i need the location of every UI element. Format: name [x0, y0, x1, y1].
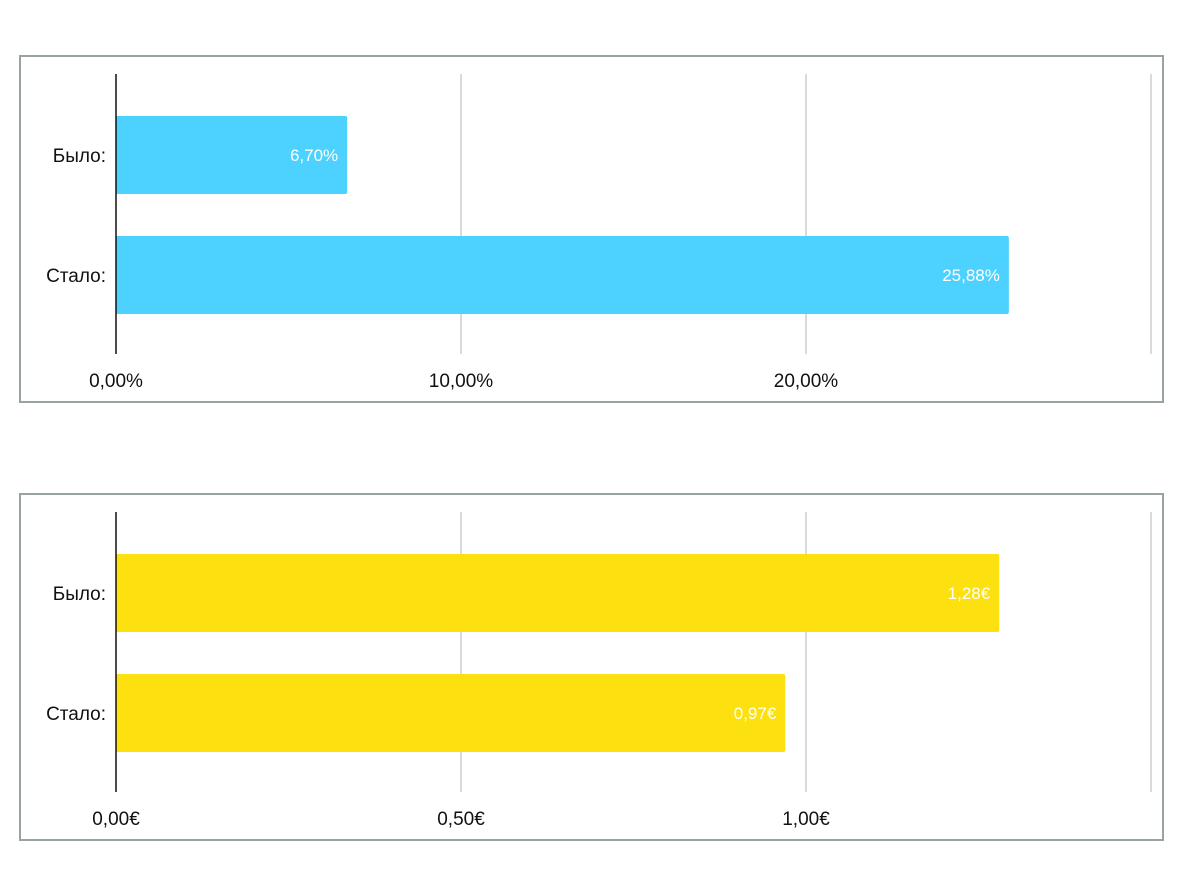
- percentage-chart-panel: 6,70% Было: 25,88% Стало: 0,00% 10,00% 20,00%: [19, 55, 1164, 403]
- x-tick-label: 0,50€: [437, 809, 485, 830]
- x-tick-label: 20,00%: [774, 371, 839, 392]
- bar-before: [116, 554, 1000, 632]
- bar-value-label: 6,70%: [290, 146, 338, 165]
- bar-after: [116, 674, 786, 752]
- category-label: Было:: [53, 584, 106, 605]
- category-label: Стало:: [46, 704, 106, 725]
- x-tick-label: 0,00€: [92, 809, 140, 830]
- percentage-bar-chart: 6,70% Было: 25,88% Стало: 0,00% 10,00% 20,00%: [46, 74, 1152, 392]
- x-tick-label: 10,00%: [429, 371, 494, 392]
- bar-value-label: 25,88%: [942, 266, 1000, 285]
- x-tick-label: 1,00€: [782, 809, 830, 830]
- category-label: Было:: [53, 146, 106, 167]
- price-bar-chart: 1,28€ Было: 0,97€ Стало: 0,00€ 0,50€ 1,00€: [46, 512, 1152, 830]
- x-tick-label: 0,00%: [89, 371, 143, 392]
- bar-after: [116, 236, 1009, 314]
- price-chart-panel: 1,28€ Было: 0,97€ Стало: 0,00€ 0,50€ 1,00€: [19, 493, 1164, 841]
- bar-value-label: 0,97€: [734, 704, 777, 723]
- category-label: Стало:: [46, 266, 106, 287]
- bar-before: [116, 116, 348, 194]
- bar-value-label: 1,28€: [948, 584, 991, 603]
